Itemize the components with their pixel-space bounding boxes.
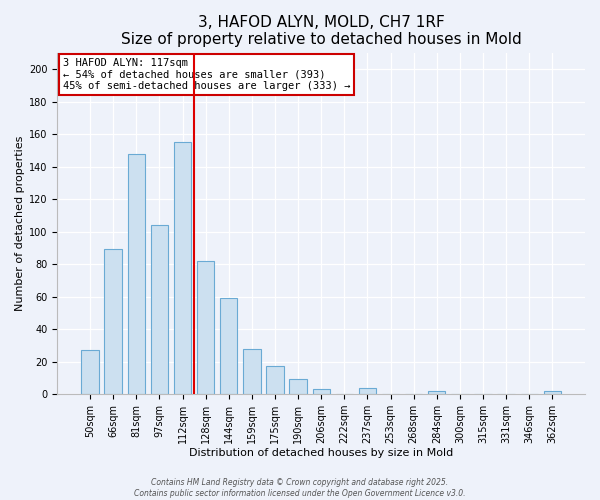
Text: Contains HM Land Registry data © Crown copyright and database right 2025.
Contai: Contains HM Land Registry data © Crown c… (134, 478, 466, 498)
Text: 3 HAFOD ALYN: 117sqm
← 54% of detached houses are smaller (393)
45% of semi-deta: 3 HAFOD ALYN: 117sqm ← 54% of detached h… (62, 58, 350, 91)
Bar (220, 298, 238, 394)
X-axis label: Distribution of detached houses by size in Mold: Distribution of detached houses by size … (189, 448, 454, 458)
Bar (313, 389, 330, 394)
Bar (243, 348, 260, 394)
Bar (104, 250, 122, 394)
Bar (289, 380, 307, 394)
Bar (151, 225, 168, 394)
Bar (128, 154, 145, 394)
Title: 3, HAFOD ALYN, MOLD, CH7 1RF
Size of property relative to detached houses in Mol: 3, HAFOD ALYN, MOLD, CH7 1RF Size of pro… (121, 15, 521, 48)
Bar (82, 350, 99, 394)
Bar (174, 142, 191, 394)
Bar (197, 261, 214, 394)
Y-axis label: Number of detached properties: Number of detached properties (15, 136, 25, 311)
Bar (266, 366, 284, 394)
Bar (544, 391, 561, 394)
Bar (359, 388, 376, 394)
Bar (428, 391, 445, 394)
